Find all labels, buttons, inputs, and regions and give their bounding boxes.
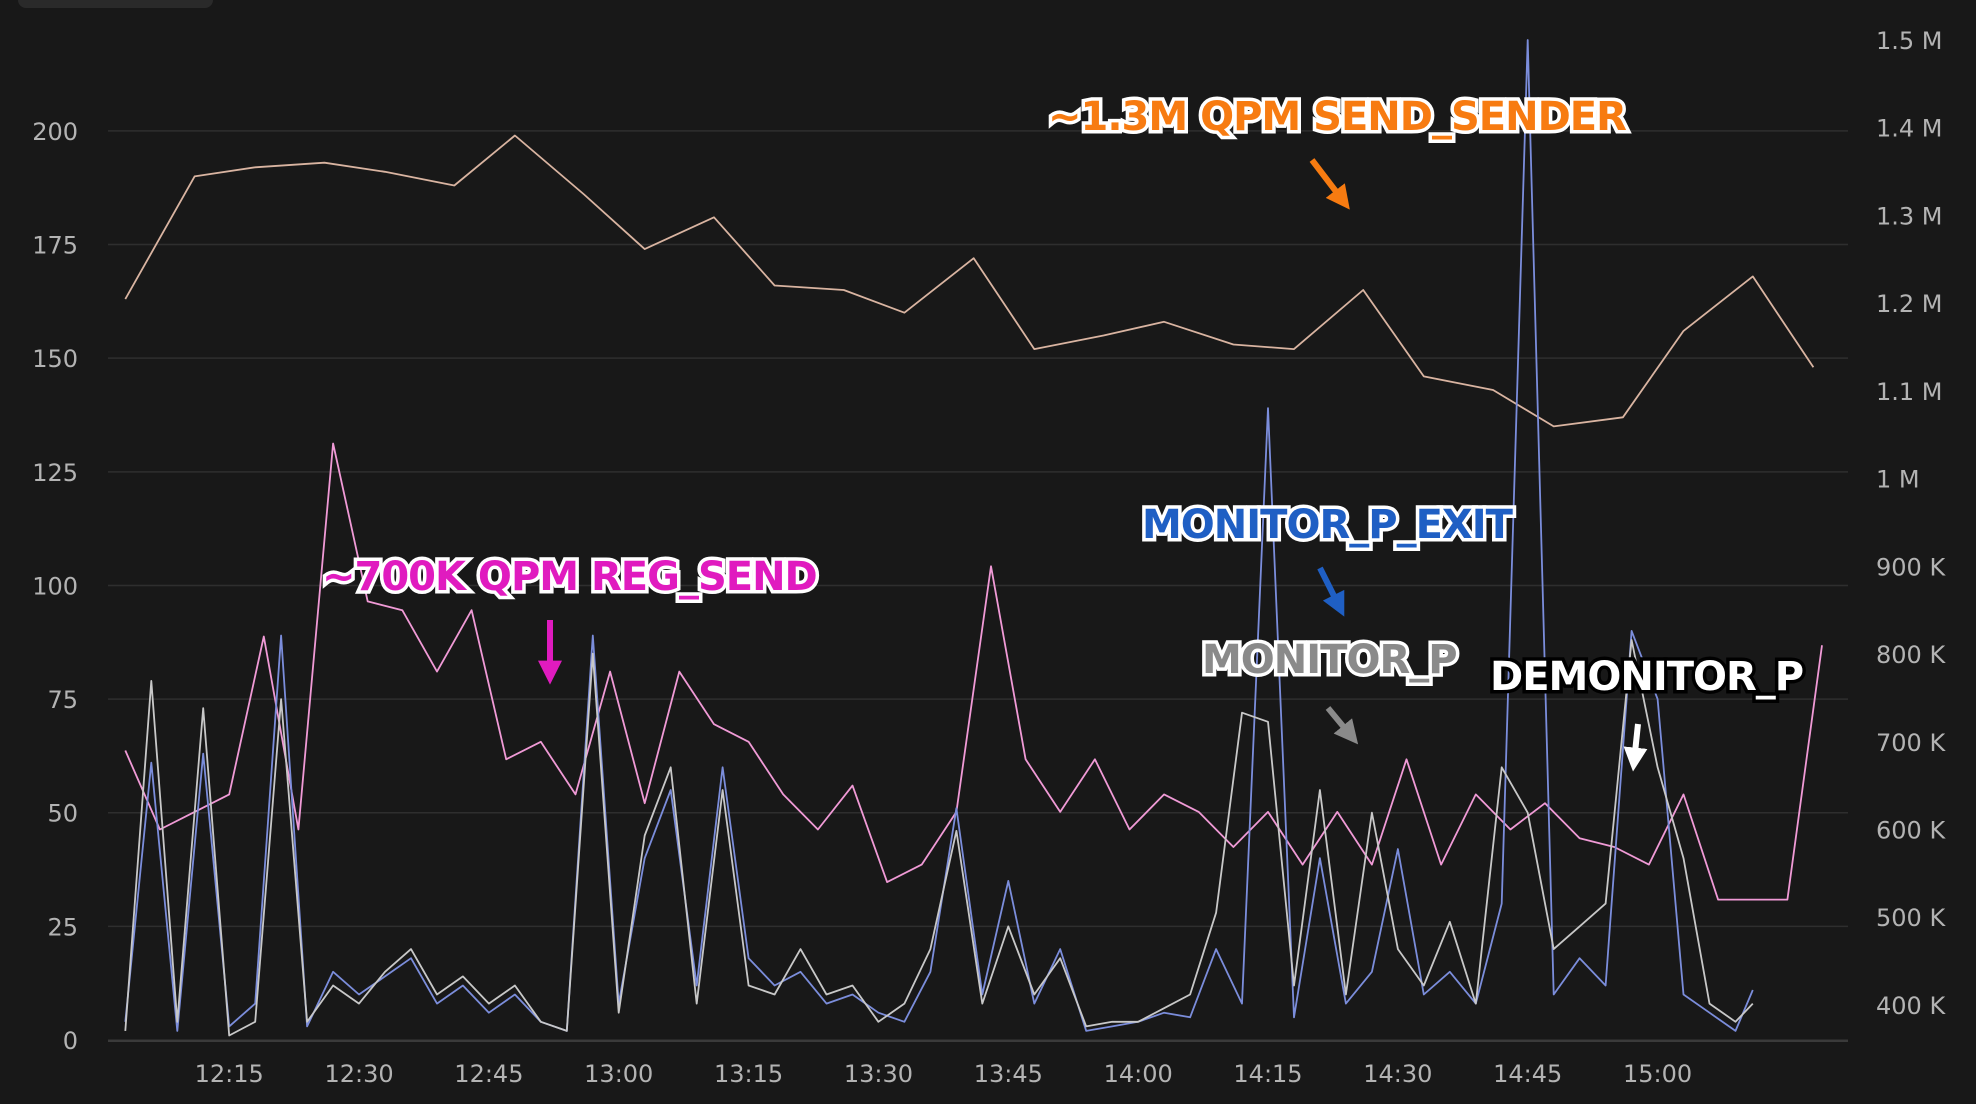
y-left-tick-label: 75 (47, 686, 78, 714)
y-right-tick-label: 600 K (1876, 816, 1946, 844)
x-tick-label: 13:30 (844, 1060, 913, 1088)
y-left-tick-label: 125 (32, 459, 78, 487)
y-right-tick-label: 900 K (1876, 553, 1946, 581)
series-line-reg-send (124, 442, 1823, 901)
y-right-tick-label: 1.4 M (1876, 115, 1943, 143)
x-tick-label: 13:45 (974, 1060, 1043, 1088)
y-right-tick-label: 800 K (1876, 641, 1946, 669)
y-right-tick-label: 1.1 M (1876, 378, 1943, 406)
x-tick-label: 13:15 (714, 1060, 783, 1088)
y-right-tick-label: 500 K (1876, 904, 1946, 932)
y-left-tick-label: 25 (47, 913, 78, 941)
y-right-tick-label: 1.3 M (1876, 202, 1943, 230)
annotation-label: MONITOR_P (1202, 637, 1457, 683)
annotation-label: ~700K QPM REG_SEND (322, 554, 817, 600)
y-right-tick-label: 1 M (1876, 466, 1920, 494)
x-tick-label: 12:45 (454, 1060, 523, 1088)
y-left-tick-label: 175 (32, 232, 78, 260)
x-tick-label: 14:00 (1104, 1060, 1173, 1088)
annotation-label: ~1.3M QPM SEND_SENDER (1048, 94, 1626, 140)
x-tick-label: 12:30 (324, 1060, 393, 1088)
annotation-arrow (1325, 706, 1359, 745)
series-line-send-sender (124, 134, 1815, 428)
annotation-arrow (1623, 723, 1648, 772)
x-tick-label: 14:45 (1493, 1060, 1562, 1088)
y-right-tick-label: 1.2 M (1876, 290, 1943, 318)
x-tick-label: 14:15 (1233, 1060, 1302, 1088)
annotation-label: DEMONITOR_P (1490, 654, 1803, 700)
y-right-tick-label: 400 K (1876, 992, 1946, 1020)
y-left-tick-label: 150 (32, 345, 78, 373)
y-left-tick-label: 50 (47, 800, 78, 828)
series-line-monitor-p (124, 639, 1754, 1037)
annotations: ~1.3M QPM SEND_SENDER ~700K QPM REG_SEND M… (319, 91, 1808, 772)
panel-tab-stub (18, 0, 213, 8)
x-tick-label: 15:00 (1623, 1060, 1692, 1088)
y-right-tick-label: 1.5 M (1876, 27, 1943, 55)
y-right-tick-label: 700 K (1876, 729, 1946, 757)
x-tick-label: 13:00 (584, 1060, 653, 1088)
annotation-arrow (1309, 158, 1350, 210)
y-left-tick-label: 0 (63, 1027, 78, 1055)
annotation-arrow (1317, 566, 1345, 617)
axis-ticks: 0 25 50 75 100 125 150 175 200 400 K 500 K 600 K 700… (32, 27, 1946, 1088)
x-tick-label: 12:15 (195, 1060, 264, 1088)
y-left-tick-label: 200 (32, 118, 78, 146)
series-lines (124, 39, 1823, 1037)
annotation-label: MONITOR_P_EXIT (1142, 502, 1514, 548)
y-left-tick-label: 100 (32, 572, 78, 600)
x-tick-label: 14:30 (1363, 1060, 1432, 1088)
